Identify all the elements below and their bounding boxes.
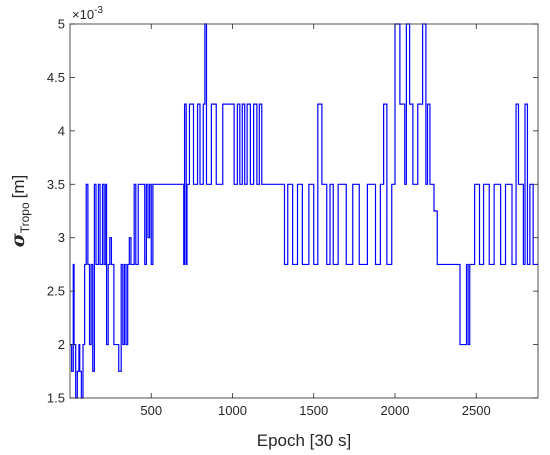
y-tick-label: 1.5 — [47, 391, 65, 406]
y-tick-label: 5 — [58, 17, 65, 32]
y-tick-label: 2 — [58, 337, 65, 352]
x-axis-label: Epoch [30 s] — [257, 431, 352, 450]
y-tick-label: 3 — [58, 230, 65, 245]
x-tick-label: 1000 — [218, 403, 247, 418]
x-tick-label: 2000 — [381, 403, 410, 418]
x-tick-label: 1500 — [299, 403, 328, 418]
y-axis-label: σTropo[m] — [7, 175, 32, 248]
y-tick-label: 4.5 — [47, 70, 65, 85]
x-tick-label: 2500 — [462, 403, 491, 418]
x-axis-ticks: 500 1000 1500 2000 2500 — [140, 24, 491, 418]
y-tick-label: 3.5 — [47, 177, 65, 192]
y-axis-multiplier: ×10-3 — [72, 5, 103, 22]
series-line — [70, 23, 538, 399]
plot-frame — [69, 23, 539, 399]
plot-area — [69, 23, 539, 399]
x-tick-label: 500 — [140, 403, 162, 418]
y-tick-label: 2.5 — [47, 284, 65, 299]
y-tick-label: 4 — [58, 123, 65, 138]
y-axis-ticks: 1.5 2 2.5 3 3.5 4 4.5 5 — [47, 17, 538, 406]
